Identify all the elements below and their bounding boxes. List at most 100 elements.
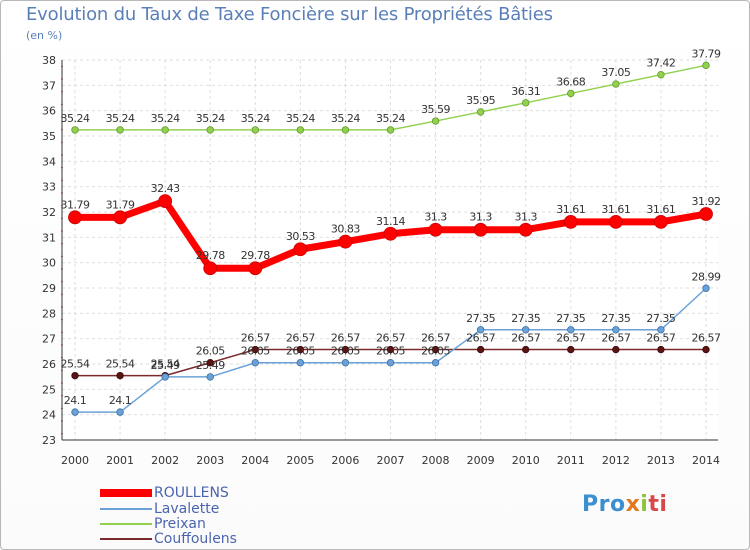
data-label-couffoulens: 26.57 — [421, 332, 450, 345]
data-label-preixan: 35.24 — [286, 112, 315, 125]
x-tick-label: 2000 — [61, 454, 89, 467]
data-point-preixan — [476, 108, 485, 116]
legend-label: ROULLENS — [154, 485, 229, 501]
data-label-lavalette: 26.05 — [421, 345, 450, 358]
chart-title: Evolution du Taux de Taxe Foncière sur l… — [26, 4, 553, 25]
data-point-lavalette — [386, 359, 395, 367]
legend-item-lavalette: Lavalette — [100, 502, 219, 516]
x-tick-label: 2009 — [467, 454, 495, 467]
data-label-preixan: 37.79 — [692, 47, 721, 60]
x-tick-label: 2011 — [557, 454, 585, 467]
data-point-lavalette — [341, 359, 350, 367]
data-label-couffoulens: 26.57 — [466, 332, 495, 345]
data-label-roullens: 31.79 — [61, 198, 90, 211]
data-point-preixan — [296, 126, 305, 134]
data-label-roullens: 29.78 — [196, 249, 225, 262]
x-tick-label: 2003 — [196, 454, 224, 467]
data-label-preixan: 35.59 — [421, 103, 450, 116]
data-point-roullens — [654, 214, 668, 229]
y-tick-label: 33 — [42, 181, 56, 194]
data-label-couffoulens: 26.57 — [511, 332, 540, 345]
data-label-preixan: 35.24 — [331, 112, 360, 125]
data-point-preixan — [567, 89, 575, 98]
data-label-preixan: 35.24 — [106, 112, 135, 125]
data-label-lavalette: 24.1 — [64, 394, 87, 407]
x-tick-label: 2005 — [286, 454, 314, 467]
data-label-preixan: 35.24 — [196, 112, 225, 125]
data-label-preixan: 35.24 — [241, 112, 270, 125]
y-tick-label: 28 — [42, 307, 56, 320]
x-tick-label: 2013 — [647, 454, 675, 467]
data-point-roullens — [293, 242, 308, 257]
legend-item-roullens: ROULLENS — [100, 486, 229, 500]
proxiti-logo: Proxiti — [582, 492, 668, 517]
data-label-preixan: 35.24 — [376, 112, 405, 125]
x-tick-label: 2001 — [106, 454, 134, 467]
data-point-preixan — [161, 126, 169, 134]
y-tick-label: 31 — [42, 231, 56, 244]
data-point-lavalette — [476, 326, 485, 334]
data-point-roullens — [113, 210, 127, 225]
data-label-preixan: 36.31 — [511, 85, 540, 98]
data-label-couffoulens: 26.05 — [196, 345, 225, 358]
data-label-lavalette: 25.49 — [151, 359, 180, 372]
data-point-couffoulens — [251, 345, 259, 354]
data-label-lavalette: 26.05 — [331, 345, 360, 358]
data-point-roullens — [518, 222, 533, 237]
data-point-couffoulens — [116, 371, 124, 380]
x-tick-label: 2004 — [241, 454, 269, 467]
data-label-roullens: 31.3 — [469, 211, 492, 224]
data-label-lavalette: 27.35 — [556, 312, 585, 325]
data-point-preixan — [251, 126, 259, 134]
data-point-couffoulens — [71, 371, 79, 380]
data-label-couffoulens: 26.57 — [331, 332, 360, 345]
data-point-roullens — [203, 261, 218, 276]
data-point-preixan — [522, 99, 530, 107]
data-label-roullens: 30.53 — [286, 230, 315, 243]
data-point-lavalette — [702, 284, 710, 292]
x-tick-label: 2006 — [331, 454, 359, 467]
data-point-preixan — [206, 126, 214, 134]
y-tick-label: 23 — [42, 434, 56, 447]
data-point-couffoulens — [476, 345, 485, 354]
data-label-roullens: 32.43 — [151, 182, 180, 195]
x-tick-label: 2002 — [151, 454, 179, 467]
legend-swatch-roullens — [100, 489, 152, 497]
data-label-couffoulens: 26.57 — [286, 332, 315, 345]
data-point-preixan — [657, 70, 665, 79]
data-point-roullens — [608, 214, 623, 229]
y-tick-label: 34 — [42, 155, 56, 168]
data-label-lavalette: 27.35 — [466, 312, 495, 325]
data-label-roullens: 31.14 — [376, 215, 405, 228]
data-label-lavalette: 28.99 — [692, 270, 721, 283]
data-point-preixan — [431, 117, 440, 125]
data-label-roullens: 31.61 — [556, 203, 585, 216]
data-point-lavalette — [71, 408, 79, 416]
data-label-preixan: 37.05 — [601, 66, 630, 79]
data-point-preixan — [386, 126, 395, 134]
legend-label: Lavalette — [154, 501, 220, 517]
data-point-roullens — [563, 214, 578, 229]
data-point-lavalette — [251, 359, 259, 367]
data-point-lavalette — [296, 359, 305, 367]
data-point-lavalette — [431, 359, 440, 367]
data-label-lavalette: 27.35 — [646, 312, 675, 325]
data-point-lavalette — [567, 326, 575, 334]
data-label-couffoulens: 26.57 — [376, 332, 405, 345]
data-label-lavalette: 27.35 — [601, 312, 630, 325]
data-point-lavalette — [612, 326, 620, 334]
y-tick-label: 29 — [42, 282, 56, 295]
data-point-preixan — [612, 80, 620, 88]
data-point-preixan — [71, 126, 79, 134]
y-tick-label: 36 — [42, 105, 56, 118]
data-point-couffoulens — [206, 359, 214, 367]
data-point-couffoulens — [522, 345, 530, 354]
data-point-lavalette — [522, 326, 530, 334]
x-tick-label: 2008 — [422, 454, 450, 467]
data-point-roullens — [158, 194, 173, 209]
data-label-roullens: 31.61 — [601, 203, 630, 216]
data-label-lavalette: 24.1 — [109, 394, 132, 407]
y-tick-label: 32 — [42, 206, 56, 219]
data-label-roullens: 31.61 — [646, 203, 675, 216]
data-label-roullens: 30.83 — [331, 223, 360, 236]
